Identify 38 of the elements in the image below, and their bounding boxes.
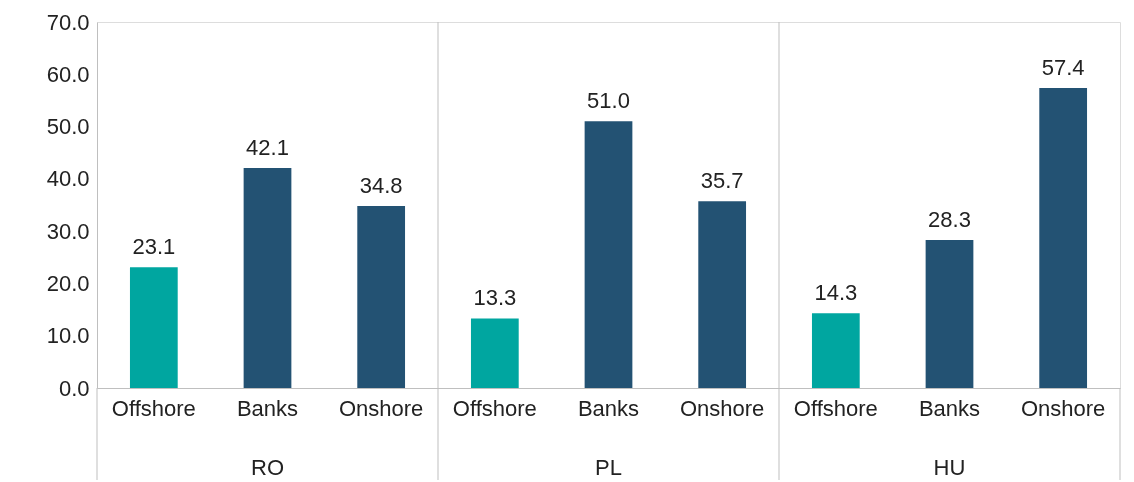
text: HU — [933, 455, 966, 480]
y-tick-label: 40.0 — [46, 166, 90, 192]
x-tick-label: Offshore — [793, 395, 878, 421]
y-tick-label: 50.0 — [46, 114, 90, 140]
x-tick-label: Offshore — [111, 395, 196, 421]
data-label: 23.1 — [132, 234, 176, 260]
x-tick-label: Banks — [236, 395, 299, 421]
data-label: 57.4 — [1041, 54, 1085, 80]
bar — [357, 206, 406, 388]
y-tick-label: 70.0 — [46, 9, 90, 35]
text: RO — [251, 455, 284, 480]
bar — [129, 267, 178, 388]
y-tick-label: 60.0 — [46, 61, 90, 87]
data-label: 28.3 — [928, 207, 971, 233]
data-label: 14.3 — [814, 280, 858, 306]
bar — [811, 313, 860, 388]
data-label: 42.1 — [246, 134, 289, 160]
data-label: 34.8 — [359, 173, 403, 199]
y-tick-label: 10.0 — [46, 323, 90, 349]
bar — [698, 201, 747, 388]
x-tick-label: Banks — [577, 395, 640, 421]
y-tick-label: 0.0 — [58, 375, 90, 401]
text: PL — [595, 455, 622, 480]
bar — [470, 318, 519, 388]
x-tick-label: Offshore — [452, 395, 537, 421]
bar — [243, 167, 292, 388]
x-tick-label: Banks — [918, 395, 981, 421]
bar — [925, 240, 974, 388]
data-label: 51.0 — [587, 88, 630, 114]
x-tick-label: Onshore — [679, 395, 765, 421]
y-tick-label: 30.0 — [46, 218, 90, 244]
bar — [584, 121, 633, 388]
x-tick-label: Onshore — [1020, 395, 1106, 421]
x-tick-label: Onshore — [338, 395, 424, 421]
data-label: 35.7 — [700, 168, 744, 194]
y-tick-label: 20.0 — [46, 270, 90, 296]
bar — [1039, 87, 1088, 388]
data-label: 13.3 — [473, 285, 517, 311]
